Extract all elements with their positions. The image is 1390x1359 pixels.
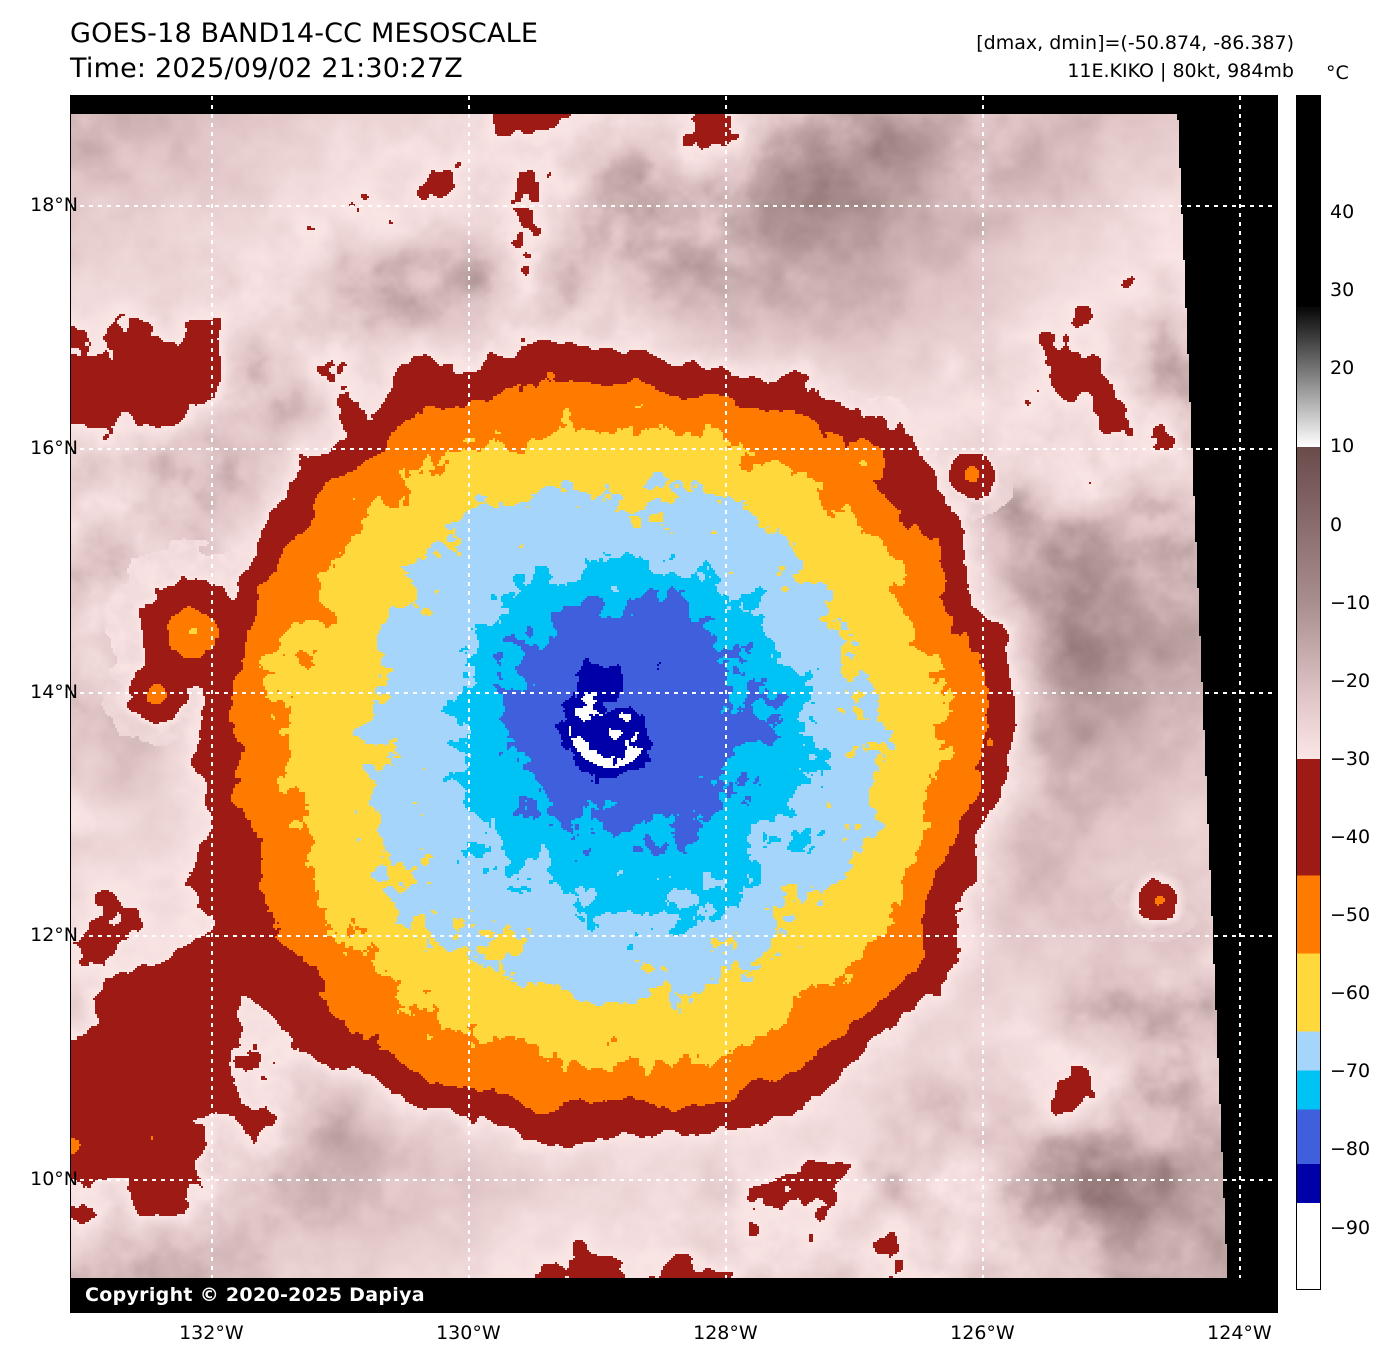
satellite-imagery-canvas <box>71 96 1277 1312</box>
colorbar[interactable] <box>1296 95 1321 1290</box>
colorbar-tick-0: 0 <box>1330 513 1343 536</box>
xtick-label-128°W: 128°W <box>693 1322 758 1344</box>
colorbar-tick--20: −20 <box>1330 669 1371 692</box>
ytick-label-10°N: 10°N <box>30 1168 78 1191</box>
timestamp-line: Time: 2025/09/02 21:30:27Z <box>70 53 463 85</box>
ytick-label-12°N: 12°N <box>30 924 78 947</box>
colorbar-tick-30: 30 <box>1330 279 1355 302</box>
copyright-bar: Copyright © 2020-2025 Dapiya <box>71 1278 1277 1312</box>
xtick-label-124°W: 124°W <box>1207 1322 1272 1344</box>
colorbar-tick--50: −50 <box>1330 904 1371 927</box>
colorbar-tick--70: −70 <box>1330 1060 1371 1083</box>
satellite-image-plot[interactable]: Copyright © 2020-2025 Dapiya <box>70 95 1278 1313</box>
colorbar-gradient <box>1297 96 1320 1289</box>
colorbar-tick--40: −40 <box>1330 825 1371 848</box>
colorbar-tick-10: 10 <box>1330 435 1355 458</box>
header-info-block: [dmax, dmin]=(-50.874, -86.387) 11E.KIKO… <box>976 30 1294 85</box>
colorbar-tick--80: −80 <box>1330 1138 1371 1161</box>
ytick-label-16°N: 16°N <box>30 437 78 460</box>
storm-info-label: 11E.KIKO | 80kt, 984mb <box>1067 59 1294 82</box>
colorbar-tick--30: −30 <box>1330 747 1371 770</box>
ytick-label-14°N: 14°N <box>30 680 78 703</box>
colorbar-unit-label: °C <box>1326 62 1349 84</box>
colorbar-tick-40: 40 <box>1330 201 1355 224</box>
colorbar-tick-20: 20 <box>1330 357 1355 380</box>
header-title-block: GOES-18 BAND14-CC MESOSCALE Time: 2025/0… <box>70 16 538 86</box>
ytick-label-18°N: 18°N <box>30 193 78 216</box>
colorbar-tick--60: −60 <box>1330 982 1371 1005</box>
copyright-text: Copyright © 2020-2025 Dapiya <box>85 1284 425 1306</box>
colorbar-tick--90: −90 <box>1330 1216 1371 1239</box>
colorbar-tick--10: −10 <box>1330 591 1371 614</box>
page-title: GOES-18 BAND14-CC MESOSCALE <box>70 18 539 49</box>
dmax-dmin-label: [dmax, dmin]=(-50.874, -86.387) <box>976 32 1294 54</box>
xtick-label-130°W: 130°W <box>436 1322 501 1344</box>
xtick-label-132°W: 132°W <box>179 1322 244 1344</box>
xtick-label-126°W: 126°W <box>950 1322 1015 1344</box>
